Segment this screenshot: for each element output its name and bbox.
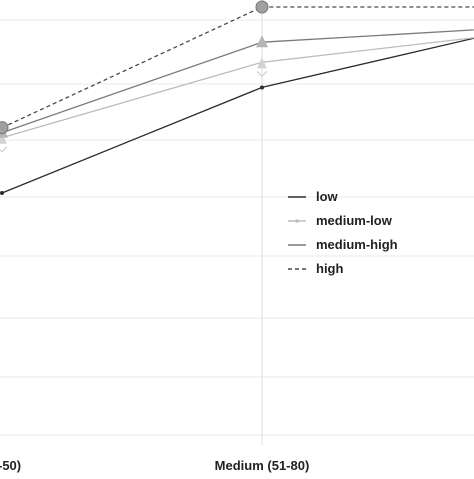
point-medium-low-1-tick bbox=[256, 70, 268, 78]
legend-marker-medium-low bbox=[295, 219, 299, 223]
x-tick-label: -50) bbox=[0, 458, 21, 473]
series-line-high bbox=[1, 6, 474, 129]
legend-label-low: low bbox=[316, 189, 339, 204]
legend-label-high: high bbox=[316, 261, 343, 276]
series-layer bbox=[1, 6, 474, 194]
point-high-0 bbox=[0, 121, 9, 135]
legend-label-medium-low: medium-low bbox=[316, 213, 393, 228]
grid-layer bbox=[0, 0, 474, 445]
point-medium-low-0-tick bbox=[0, 146, 8, 153]
marker-layer bbox=[0, 0, 269, 195]
series-line-medium-low bbox=[1, 37, 474, 139]
x-tick-label: Medium (51-80) bbox=[215, 458, 310, 473]
point-low-1 bbox=[260, 85, 264, 90]
series-line-low bbox=[1, 37, 474, 194]
legend-label-medium-high: medium-high bbox=[316, 237, 398, 252]
x-tick-labels: -50) Medium (51-80) bbox=[0, 458, 309, 473]
point-high-1 bbox=[255, 0, 269, 14]
point-medium-low-1 bbox=[257, 57, 267, 69]
point-low-0 bbox=[0, 191, 4, 195]
point-medium-high-1 bbox=[256, 35, 268, 48]
legend: low medium-low medium-high high bbox=[288, 189, 398, 276]
